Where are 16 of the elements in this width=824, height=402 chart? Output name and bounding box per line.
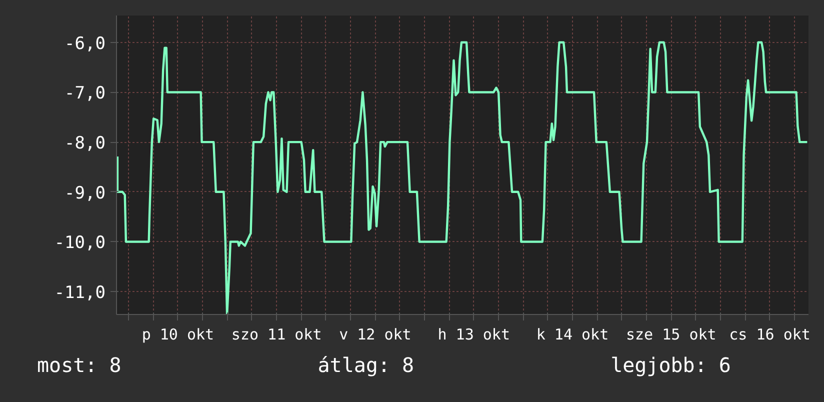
y-tick-label: -10,0 [54, 233, 106, 254]
y-tick-label: -6,0 [64, 34, 106, 54]
text: most: 8 [37, 352, 122, 379]
y-tick-label: -7,0 [64, 84, 106, 104]
y-tick-label: -8,0 [64, 134, 106, 154]
x-tick-label: p 10 okt [142, 326, 214, 344]
x-tick-label: h 13 okt [438, 326, 510, 344]
x-tick-label: sze 15 okt [626, 326, 716, 344]
y-tick-label: -9,0 [64, 183, 106, 204]
text: legjobb: 6 [610, 352, 731, 379]
x-tick-label: szo 11 okt [231, 326, 322, 344]
x-tick-label: cs 16 okt [729, 326, 810, 344]
x-tick-label: v 12 okt [339, 326, 412, 344]
y-tick-label: -11,0 [54, 283, 106, 304]
text: átlag: 8 [318, 352, 414, 379]
x-tick-label: k 14 okt [536, 326, 609, 344]
